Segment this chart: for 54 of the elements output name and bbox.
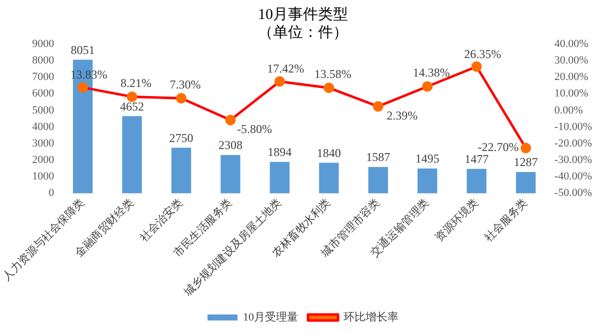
data-label: 1840: [316, 146, 341, 160]
data-label: 1287: [514, 155, 538, 170]
y-tick-label: 8000: [32, 54, 55, 66]
data-label: 1495: [415, 152, 440, 166]
y2-tick-label: 0.00%: [554, 104, 583, 116]
data-label: 1477: [464, 152, 489, 166]
legend-label: 10月受理量: [243, 310, 298, 324]
data-label: 4652: [120, 99, 144, 114]
data-label: 8051: [70, 42, 95, 57]
bar: [368, 166, 388, 194]
y2-tick-label: 10.00%: [554, 88, 588, 100]
bar: [466, 168, 486, 194]
data-label: -5.80%: [236, 122, 272, 136]
y-tick-label: 5000: [32, 104, 55, 116]
bar: [418, 168, 438, 194]
y2-tick-label: -50.00%: [554, 187, 592, 200]
y2-tick-label: 20.00%: [554, 71, 588, 84]
y-tick-label: 6000: [32, 88, 55, 100]
y2-tick-label: 30.00%: [554, 54, 588, 66]
bar: [270, 162, 290, 194]
y-tick-label: 3000: [32, 137, 55, 150]
data-label: 1894: [268, 145, 292, 160]
y2-tick-label: -10.00%: [554, 120, 592, 133]
bar: [220, 155, 240, 194]
legend-label: 环比增长率: [344, 310, 398, 324]
y-tick-label: 4000: [32, 120, 55, 133]
chart-title: 10月事件类型: [258, 6, 348, 23]
data-label: 13.58%: [314, 66, 352, 81]
data-label: 26.35%: [464, 46, 502, 61]
y2-tick-label: -40.00%: [554, 170, 592, 183]
data-label: 2308: [218, 138, 242, 152]
x-tick-label: 社会服务类: [482, 196, 530, 244]
bar: [319, 162, 339, 194]
chart-subtitle: （单位：件）: [258, 24, 348, 41]
data-label: 14.38%: [412, 66, 450, 80]
y2-tick-label: -30.00%: [554, 154, 592, 166]
data-label: 7.30%: [170, 77, 201, 92]
y-tick-label: 9000: [32, 38, 55, 50]
y-tick-label: 0: [48, 187, 55, 200]
bar: [122, 116, 142, 194]
y-tick-label: 7000: [32, 71, 55, 84]
bar: [516, 172, 536, 194]
data-label: 8.21%: [120, 76, 152, 90]
data-label: 17.42%: [267, 62, 304, 76]
data-label: -22.70%: [478, 140, 519, 154]
data-label: 2.39%: [386, 108, 418, 123]
y2-tick-label: -20.00%: [554, 137, 592, 150]
y-tick-label: 2000: [32, 154, 55, 166]
y2-tick-label: 40.00%: [554, 38, 588, 50]
data-label: 1587: [366, 150, 390, 164]
bar: [171, 148, 192, 194]
y-tick-label: 1000: [32, 170, 55, 183]
data-label: 2750: [169, 130, 194, 145]
x-tick-label: 资源环境类: [432, 196, 481, 244]
